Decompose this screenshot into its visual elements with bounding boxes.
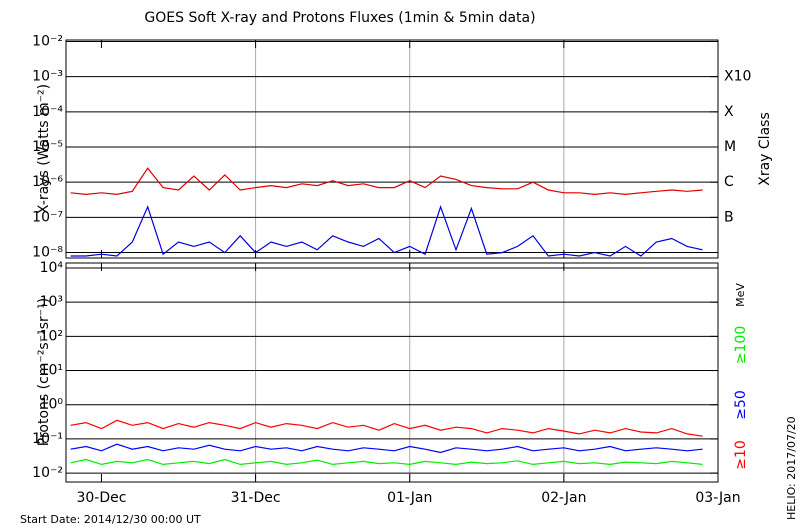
series-line (70, 443, 703, 454)
y-tick-label: 10⁻⁵ (32, 139, 63, 155)
series-line (70, 167, 703, 196)
y-tick-label: 10⁻⁶ (32, 174, 63, 190)
y-tick-label: 10⁻⁷ (32, 209, 63, 225)
chart-title: GOES Soft X-ray and Protons Fluxes (1min… (144, 10, 535, 26)
legend-label: ≥50 (733, 390, 749, 420)
x-tick-label: 31-Dec (231, 490, 281, 506)
plot-frame (65, 39, 719, 259)
y-tick-label: 10⁰ (40, 397, 64, 413)
y-axis-label: Protons (cm⁻²s⁻¹sr⁻¹) (36, 298, 52, 447)
class-label: X10 (724, 69, 751, 85)
x-tick-label: 01-Jan (387, 490, 432, 506)
y-axis-label: X-rays (Watts m⁻²) (36, 84, 52, 214)
class-label: X (724, 104, 734, 120)
x-tick-label: 03-Jan (695, 490, 740, 506)
unit-label: MeV (734, 283, 747, 307)
x-tick-label: 30-Dec (76, 490, 126, 506)
series-line (70, 419, 703, 437)
plot-frame (65, 262, 719, 483)
x-tick-label: 02-Jan (541, 490, 586, 506)
y-tick-label: 10³ (40, 294, 63, 310)
legend-label: ≥10 (733, 440, 749, 470)
y-tick-label: 10⁻² (32, 33, 63, 49)
y-tick-label: 10⁻⁴ (32, 104, 63, 120)
y-tick-label: 10⁻³ (32, 69, 63, 85)
series-line (70, 204, 703, 257)
y-tick-label: 10⁻¹ (32, 431, 63, 447)
class-label: B (724, 209, 734, 225)
y2-axis-label: Xray Class (757, 112, 773, 186)
class-label: C (724, 174, 734, 190)
start-date: Start Date: 2014/12/30 00:00 UT (20, 513, 201, 526)
legend-label: ≥100 (733, 326, 749, 364)
y-tick-label: 10⁻⁸ (32, 245, 63, 261)
y-tick-label: 10² (40, 328, 63, 344)
y-tick-label: 10⁴ (40, 260, 64, 276)
y-tick-label: 10¹ (40, 363, 63, 379)
series-line (70, 458, 703, 466)
class-label: M (724, 139, 736, 155)
credit: HELIO: 2017/07/20 (785, 416, 798, 520)
y-tick-label: 10⁻² (32, 465, 63, 481)
